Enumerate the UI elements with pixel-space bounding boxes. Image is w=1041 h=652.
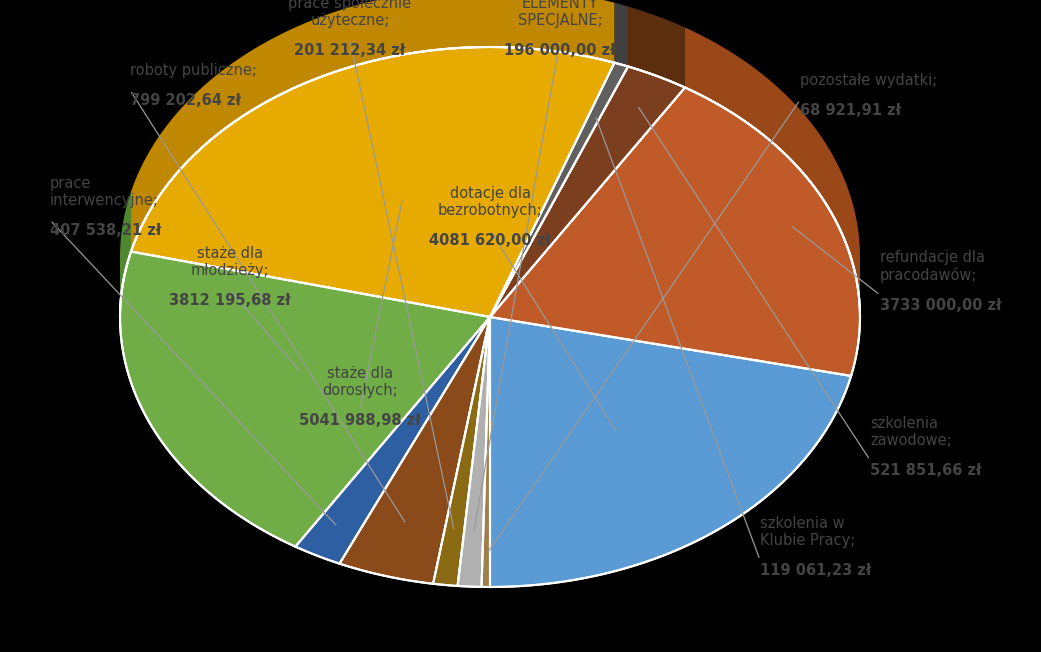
- Text: prace
interwencyjne;: prace interwencyjne;: [50, 176, 159, 208]
- Polygon shape: [131, 0, 614, 252]
- Text: 521 851,66 zł: 521 851,66 zł: [870, 463, 982, 478]
- Polygon shape: [628, 7, 685, 87]
- Polygon shape: [339, 317, 490, 584]
- Polygon shape: [120, 252, 490, 546]
- Polygon shape: [482, 317, 490, 587]
- Text: 407 538,21 zł: 407 538,21 zł: [50, 223, 161, 238]
- Polygon shape: [490, 63, 628, 317]
- Text: 68 921,91 zł: 68 921,91 zł: [799, 103, 902, 118]
- Polygon shape: [458, 317, 490, 587]
- Text: 3812 195,68 zł: 3812 195,68 zł: [170, 293, 290, 308]
- Text: pozostałe wydatki;: pozostałe wydatki;: [799, 73, 937, 88]
- Text: dotacje dla
bezrobotnych;: dotacje dla bezrobotnych;: [437, 186, 542, 218]
- Text: 119 061,23 zł: 119 061,23 zł: [760, 563, 871, 578]
- Polygon shape: [685, 27, 860, 316]
- Text: 4081 620,00 zł: 4081 620,00 zł: [429, 233, 551, 248]
- Polygon shape: [120, 192, 131, 316]
- Polygon shape: [433, 317, 490, 586]
- Text: refundacje dla
pracodawów;: refundacje dla pracodawów;: [880, 250, 985, 283]
- Text: 3733 000,00 zł: 3733 000,00 zł: [880, 298, 1001, 313]
- Polygon shape: [490, 87, 860, 376]
- Text: szkolenia w
Klubie Pracy;: szkolenia w Klubie Pracy;: [760, 516, 856, 548]
- Polygon shape: [614, 3, 628, 67]
- Text: staże dla
młodzieży;: staże dla młodzieży;: [191, 246, 270, 278]
- Text: 196 000,00 zł: 196 000,00 zł: [504, 43, 615, 58]
- Polygon shape: [296, 317, 490, 564]
- Text: szkolenia
zawodowe;: szkolenia zawodowe;: [870, 416, 951, 448]
- Text: 799 202,64 zł: 799 202,64 zł: [130, 93, 240, 108]
- Text: prace społecznie
użyteczne;: prace społecznie użyteczne;: [288, 0, 411, 28]
- Text: roboty publiczne;: roboty publiczne;: [130, 63, 257, 78]
- Text: staże dla
dorosłych;: staże dla dorosłych;: [322, 366, 398, 398]
- Text: 5041 988,98 zł: 5041 988,98 zł: [299, 413, 421, 428]
- Polygon shape: [490, 317, 852, 587]
- Text: ELEMENTY
SPECJALNE;: ELEMENTY SPECJALNE;: [517, 0, 603, 28]
- Polygon shape: [490, 67, 685, 317]
- Text: 201 212,34 zł: 201 212,34 zł: [295, 43, 406, 58]
- Polygon shape: [131, 47, 614, 317]
